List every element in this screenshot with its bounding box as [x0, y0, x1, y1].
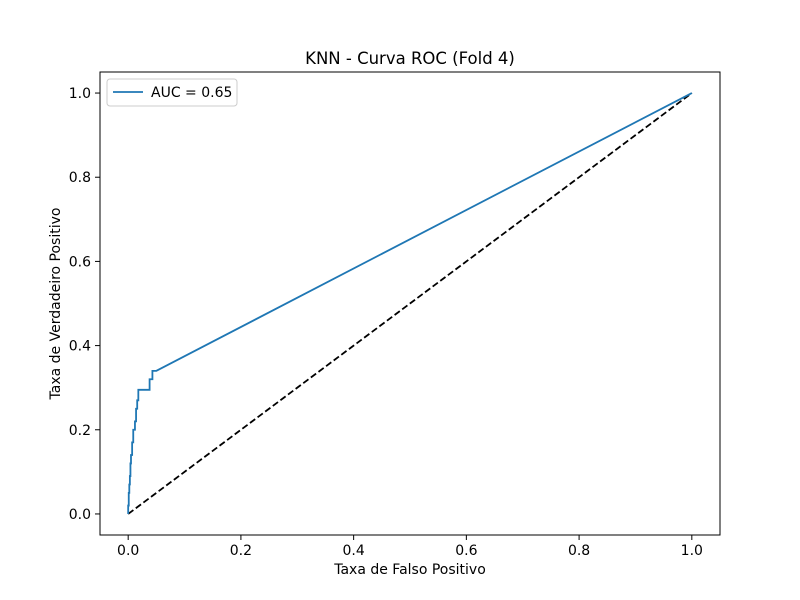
y-tick-label: 0.0 — [69, 507, 91, 523]
chart-title: KNN - Curva ROC (Fold 4) — [305, 49, 515, 68]
x-tick-label: 1.0 — [681, 543, 703, 559]
plot-area — [127, 92, 693, 515]
x-tick-label: 0.2 — [230, 543, 252, 559]
x-tick-label: 0.6 — [455, 543, 477, 559]
y-axis-label: Taxa de Verdadeiro Positivo — [48, 208, 64, 401]
legend-box — [106, 78, 238, 107]
legend-entry-label: AUC = 0.65 — [151, 85, 232, 101]
y-tick-label: 0.6 — [69, 254, 91, 270]
x-tick-label: 0.8 — [568, 543, 590, 559]
y-tick-label: 0.4 — [69, 339, 91, 355]
x-tick-label: 0.0 — [117, 543, 139, 559]
x-axis-label: Taxa de Falso Positivo — [333, 562, 486, 578]
x-tick-label: 0.4 — [343, 543, 365, 559]
legend: AUC = 0.65 — [106, 78, 238, 107]
y-tick-label: 0.8 — [69, 170, 91, 186]
y-tick-label: 1.0 — [69, 86, 91, 102]
roc-curve-line — [127, 92, 693, 514]
y-tick-label: 0.2 — [69, 423, 91, 439]
axis-ticks: 0.0 0.2 0.4 0.6 0.8 1.0 0.0 0.2 0.4 0.6 0.8 1.0 — [69, 86, 703, 559]
chance-diagonal-line — [127, 92, 693, 515]
axes-frame — [99, 71, 721, 536]
